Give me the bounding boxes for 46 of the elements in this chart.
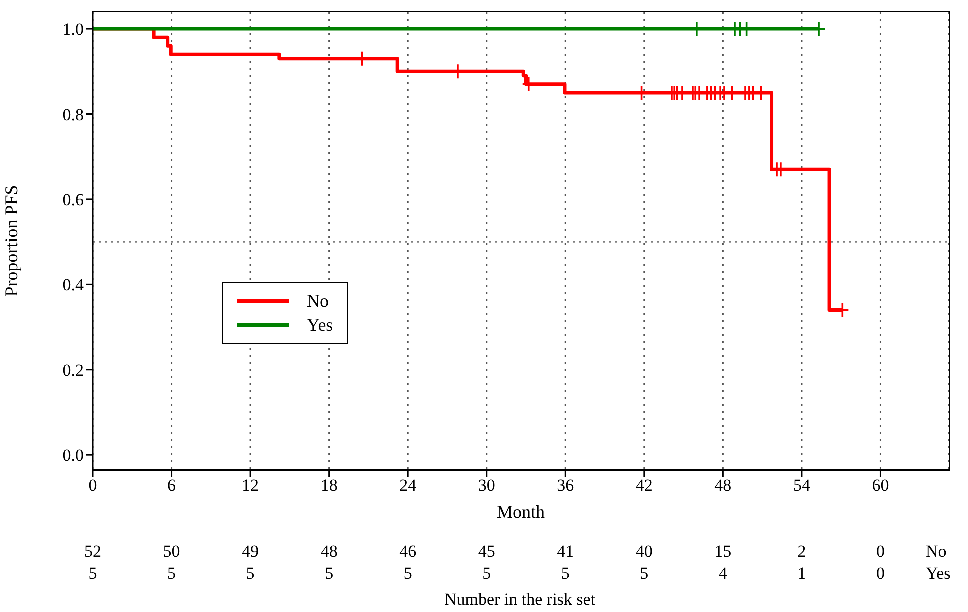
x-tick-label: 30 (478, 476, 496, 496)
text: 1 (796, 564, 808, 584)
text: 5 (402, 564, 414, 584)
x-tick-label: 36 (557, 476, 574, 496)
text: 2 (796, 542, 808, 562)
x-tick-label: 6 (168, 476, 176, 496)
legend-label: Yes (307, 314, 334, 337)
x-tick-label: 18 (320, 476, 338, 496)
y-axis-title: Proportion PFS (1, 185, 22, 297)
text: 5 (88, 564, 98, 584)
text: 46 (398, 542, 418, 562)
text: 45 (477, 542, 496, 562)
text: Number in the risk set (443, 590, 597, 610)
text: 5 (560, 564, 571, 584)
text: Yes (926, 564, 951, 584)
text: 5 (482, 564, 492, 584)
text: 50 (162, 542, 182, 562)
text: 0 (875, 564, 886, 584)
text: 41 (556, 542, 576, 562)
y-tick-label: 0.6 (62, 190, 84, 210)
x-tick-label: 48 (714, 476, 732, 496)
x-tick-label: 0 (88, 476, 98, 496)
text: 4 (718, 564, 728, 584)
text: 5 (324, 564, 335, 584)
y-tick-label: 0.0 (62, 446, 84, 466)
text: 48 (320, 542, 339, 562)
x-tick-label: 54 (793, 476, 811, 496)
y-tick-label: 1.0 (62, 20, 84, 40)
legend-label: No (307, 290, 329, 313)
text: 0 (875, 542, 886, 562)
text: 40 (634, 542, 654, 562)
y-tick-label: 0.4 (62, 276, 84, 295)
text: 52 (84, 542, 102, 562)
text: 5 (245, 564, 256, 584)
text: 49 (241, 542, 260, 562)
y-tick-label: 0.8 (62, 105, 84, 124)
text: 5 (166, 564, 178, 584)
text: 15 (714, 542, 733, 562)
x-axis-title: Month (496, 502, 546, 522)
y-tick-label: 0.2 (62, 360, 84, 380)
x-tick-label: 42 (636, 476, 653, 496)
text: 5 (639, 564, 650, 584)
text: No (926, 542, 947, 562)
x-tick-label: 60 (872, 476, 890, 496)
x-tick-label: 12 (242, 476, 260, 496)
x-tick-label: 24 (400, 476, 418, 496)
